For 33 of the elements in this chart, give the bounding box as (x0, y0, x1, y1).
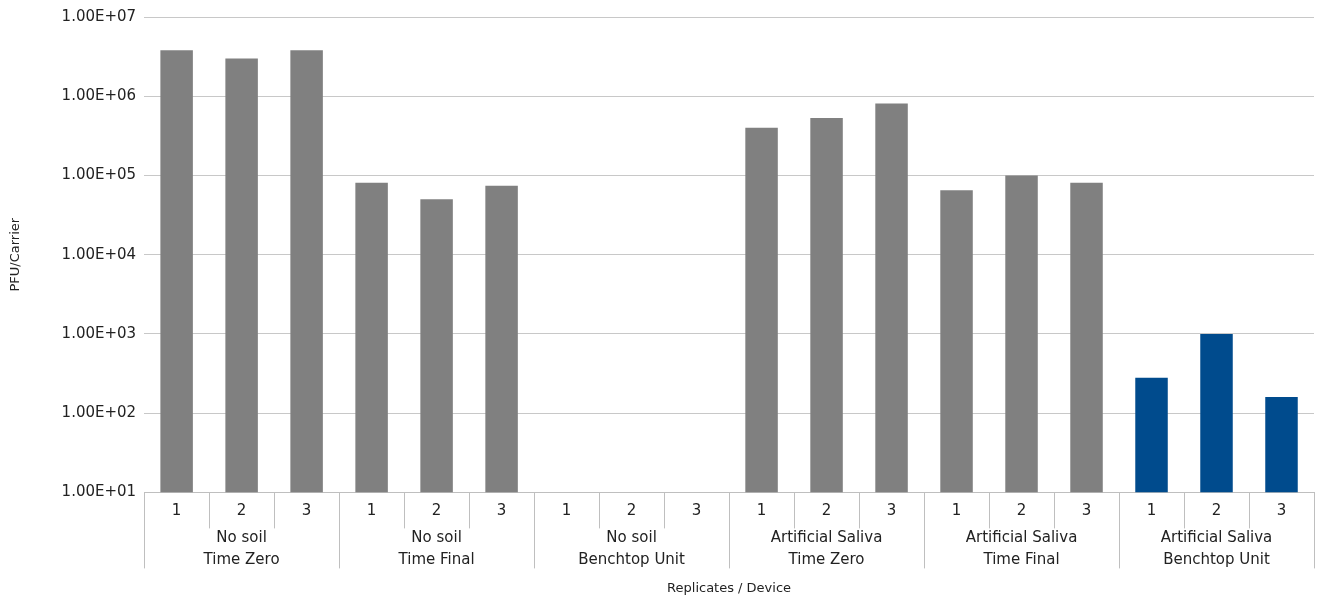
text: Artificial Saliva Time Final (965, 527, 1078, 568)
x-tick-label: 1 (756, 501, 767, 520)
y-tick-label: 1.00E+04 (61, 244, 137, 263)
y-tick-label: 1.00E+01 (61, 482, 137, 501)
text: No soil Time Final (397, 527, 475, 568)
x-tick-label: 2 (1211, 501, 1222, 520)
x-tick-label: 2 (626, 501, 637, 520)
x-tick-label: 1 (171, 501, 182, 520)
x-tick-label: 1 (561, 501, 572, 520)
x-tick-label: 2 (821, 501, 832, 520)
x-tick-label: 1 (366, 501, 377, 520)
x-tick-label: 1 (1146, 501, 1157, 520)
x-tick-label: 2 (431, 501, 442, 520)
y-tick-label: 1.00E+02 (61, 403, 137, 422)
x-tick-label: 2 (236, 501, 247, 520)
x-tick-label: 1 (951, 501, 962, 520)
text: No soil Time Zero (202, 527, 280, 568)
y-tick-label: 1.00E+07 (61, 6, 137, 25)
y-tick-label: 1.00E+06 (61, 86, 137, 105)
y-axis-title: PFU/Carrier (7, 217, 23, 292)
y-tick-label: 1.00E+05 (61, 165, 137, 184)
x-tick-label: 3 (301, 501, 312, 520)
x-axis-title: Replicates / Device (667, 579, 792, 595)
text: Artificial Saliva Benchtop Unit (1160, 527, 1273, 568)
x-tick-label: 3 (496, 501, 507, 520)
text: Artificial Saliva Time Zero (770, 527, 883, 568)
x-tick-label: 2 (1016, 501, 1027, 520)
x-tick-label: 3 (1081, 501, 1092, 520)
x-tick-label: 3 (886, 501, 897, 520)
x-tick-label: 3 (1276, 501, 1287, 520)
y-tick-label: 1.00E+03 (61, 323, 137, 342)
x-tick-label: 3 (691, 501, 702, 520)
text: No soil Benchtop Unit (578, 527, 686, 568)
